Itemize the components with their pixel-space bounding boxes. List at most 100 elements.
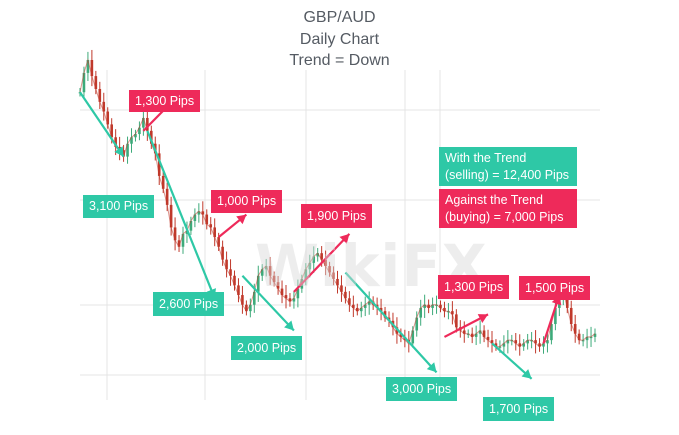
candle-body-113: [526, 340, 529, 344]
candle-body-65: [336, 278, 339, 286]
label-move-2: 1,300 Pips: [129, 90, 201, 112]
trend-arrow-1: [79, 91, 125, 158]
candle-body-18: [150, 130, 153, 144]
candle-body-70: [356, 307, 359, 312]
candle-body-71: [359, 307, 363, 312]
candle-body-33: [209, 224, 213, 228]
candle-body-105: [494, 343, 498, 347]
candle-body-38: [229, 269, 232, 276]
candle-body-124: [569, 307, 573, 325]
label-move-8: 1,300 Pips: [438, 275, 510, 299]
candle-body-25: [177, 240, 181, 247]
candle-body-125: [573, 324, 577, 334]
candle-body-41: [241, 295, 244, 305]
candle-body-39: [233, 275, 236, 286]
candle-body-69: [352, 304, 355, 308]
candle-body-86: [419, 307, 422, 318]
trend-arrow-head-7: [426, 362, 437, 373]
candle-body-21: [161, 175, 165, 189]
candle-body-5: [98, 88, 102, 102]
candle-body-46: [260, 269, 264, 276]
candle-body-66: [340, 285, 343, 292]
candle-body-29: [193, 214, 197, 221]
candle-body-13: [130, 137, 133, 144]
chart-title-timeframe: Daily Chart: [299, 31, 380, 48]
candle-body-127: [581, 340, 585, 342]
candle-body-3: [90, 60, 94, 77]
candle-body-97: [462, 330, 466, 334]
candle-body-76: [379, 307, 383, 312]
candle-body-59: [312, 256, 316, 263]
label-move-1: 3,100 Pips: [83, 195, 155, 218]
candle-body-85: [415, 317, 419, 331]
candle-body-95: [455, 314, 458, 328]
candle-body-2: [86, 60, 90, 73]
trend-arrow-head-9: [521, 369, 532, 379]
candle-body-14: [134, 134, 137, 138]
summary-with-trend: With the Trend (selling) = 12,400 Pips: [439, 147, 577, 186]
candle-body-64: [332, 272, 335, 279]
candle-body-89: [431, 304, 434, 308]
candle-body-7: [106, 111, 110, 125]
label-move-10: 1,500 Pips: [519, 276, 591, 300]
candle-body-48: [268, 266, 272, 276]
candle-body-106: [498, 346, 502, 348]
summary-against-trend: Against the Trend (buying) = 7,000 Pips: [439, 189, 577, 228]
candle-body-53: [288, 298, 292, 302]
candle-body-102: [482, 330, 486, 337]
trend-arrow-head-6: [339, 233, 350, 244]
candle-body-44: [253, 291, 256, 305]
candle-body-30: [197, 211, 201, 215]
candle-body-91: [439, 304, 442, 308]
candle-body-54: [292, 298, 296, 302]
candle-body-115: [534, 340, 537, 344]
candle-body-1: [82, 72, 86, 93]
trend-arrow-head-4: [236, 214, 247, 225]
label-move-4: 1,000 Pips: [211, 190, 283, 213]
candle-body-117: [542, 343, 545, 347]
candle-body-16: [142, 117, 145, 128]
candle-body-22: [165, 188, 169, 205]
candle-body-20: [157, 153, 161, 176]
trend-arrow-head-1: [114, 146, 124, 157]
candle-body-72: [363, 304, 367, 308]
candle-body-88: [427, 304, 430, 308]
candle-body-51: [280, 288, 284, 296]
summary-with-trend-line1: With the Trend: [445, 150, 527, 165]
candle-body-101: [478, 330, 482, 334]
candle-body-67: [344, 291, 347, 299]
candle-body-34: [213, 227, 216, 238]
chart-title-trend: Trend = Down: [289, 52, 390, 69]
candle-body-118: [546, 340, 549, 344]
candle-body-129: [589, 336, 593, 339]
candle-body-9: [114, 137, 117, 147]
candle-body-119: [550, 324, 553, 341]
trend-arrow-head-8: [477, 314, 488, 323]
candle-body-68: [348, 298, 351, 305]
candle-body-111: [518, 343, 522, 347]
summary-against-trend-line2: (buying) = 7,000 Pips: [445, 209, 564, 224]
candle-body-12: [126, 143, 129, 157]
candle-body-112: [522, 343, 525, 347]
candle-body-92: [443, 307, 446, 312]
candle-body-52: [284, 295, 288, 299]
candle-body-126: [577, 333, 581, 341]
candle-body-4: [94, 76, 98, 89]
candle-body-11: [122, 150, 125, 157]
trend-arrow-6: [293, 233, 351, 293]
trend-arrow-3: [146, 130, 216, 299]
candle-body-94: [451, 311, 454, 315]
candle-body-58: [308, 262, 312, 270]
candle-body-6: [102, 101, 106, 112]
candle-body-49: [272, 275, 276, 283]
candle-body-17: [146, 117, 149, 131]
candle-body-103: [486, 336, 490, 341]
candle-body-60: [316, 253, 319, 257]
trend-arrow-5: [241, 274, 295, 332]
label-move-5: 2,000 Pips: [231, 336, 303, 360]
candle-body-15: [138, 127, 141, 135]
candle-body-26: [181, 233, 185, 247]
candle-body-110: [514, 340, 518, 344]
candle-body-57: [304, 269, 308, 279]
